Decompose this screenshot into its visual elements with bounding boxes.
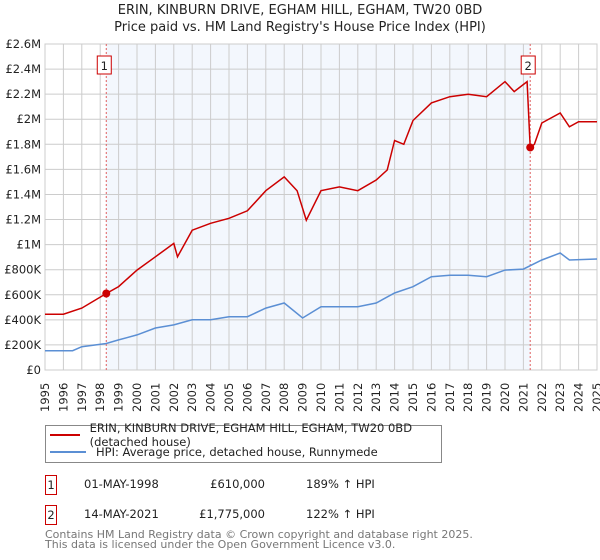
x-tick-label: 2010 [314, 383, 328, 412]
x-tick-label: 2006 [240, 383, 254, 412]
plot: 1995 1996 1997 1998 1999 2000 2001 2002 2003 2004… [4, 37, 600, 412]
x-tick-label: 2005 [222, 383, 236, 412]
property-price-line [44, 80, 597, 316]
y-tick-label: £1.8M [5, 137, 41, 151]
sale-point [526, 143, 535, 152]
legend-swatch-red [50, 434, 80, 436]
sale-label-box [520, 55, 536, 75]
sale-hpi: 122% ↑ HPI [306, 507, 375, 521]
legend-swatch-blue [50, 451, 86, 453]
y-tick-label: £1.6M [5, 162, 41, 176]
y-tick-label: £600K [4, 288, 41, 302]
x-tick-label: 2023 [553, 383, 567, 412]
x-tick-label: 1998 [93, 383, 107, 412]
x-tick-label: 2016 [424, 383, 438, 412]
x-tick-label: 2003 [185, 383, 199, 412]
y-tick-label: £0 [26, 363, 41, 377]
sale-badge: 2 [45, 505, 57, 525]
x-tick-label: 2009 [296, 383, 310, 412]
y-tick-label: £200K [4, 338, 41, 352]
x-tick-label: 1995 [38, 383, 52, 412]
x-tick-label: 2022 [535, 383, 549, 412]
y-tick-label: £2M [16, 112, 41, 126]
x-tick-label: 1996 [56, 383, 70, 412]
hpi-line [45, 252, 598, 352]
sale-date: 01-MAY-1998 [84, 477, 159, 491]
chart-subtitle: Price paid vs. HM Land Registry's House … [114, 20, 486, 35]
y-tick-label: £800K [4, 263, 41, 277]
y-tick-label: £1.4M [5, 187, 41, 201]
x-tick-label: 2015 [406, 383, 420, 412]
x-tick-label: 2011 [332, 383, 346, 412]
y-tick-label: £2.4M [5, 62, 41, 76]
sale-label: 1 [101, 59, 108, 73]
sale-hpi: 189% ↑ HPI [306, 477, 375, 491]
x-tick-label: 2000 [130, 383, 144, 412]
x-tick-label: 2021 [516, 383, 530, 412]
y-tick-label: £2.6M [5, 37, 41, 51]
footer-line: This data is licensed under the Open Gov… [45, 538, 396, 551]
sale-price: £1,775,000 [199, 507, 265, 521]
sale-point [102, 289, 111, 298]
footer: Contains HM Land Registry data © Crown c… [45, 528, 473, 551]
sale-date: 14-MAY-2021 [84, 507, 159, 521]
x-tick-label: 2017 [443, 383, 457, 412]
legend-item-property: ERIN, KINBURN DRIVE, EGHAM HILL, EGHAM, … [50, 421, 441, 449]
ownership-shading [106, 44, 531, 370]
x-tick-label: 2019 [480, 383, 494, 412]
y-tick-label: £400K [4, 313, 41, 327]
chart-title: ERIN, KINBURN DRIVE, EGHAM HILL, EGHAM, … [117, 3, 483, 18]
x-tick-label: 2004 [204, 383, 218, 412]
legend-item-hpi: HPI: Average price, detached house, Runn… [50, 444, 378, 460]
footer-line: Contains HM Land Registry data © Crown c… [45, 528, 473, 541]
sale-badge: 1 [45, 475, 57, 495]
x-tick-label: 2013 [369, 383, 383, 412]
x-tick-label: 2007 [259, 383, 273, 412]
x-tick-label: 2020 [498, 383, 512, 412]
sale-label-box [96, 55, 112, 75]
x-tick-label: 2025 [590, 383, 600, 412]
legend-label: HPI: Average price, detached house, Runn… [96, 445, 378, 459]
x-tick-label: 2001 [148, 383, 162, 412]
x-tick-label: 2008 [277, 383, 291, 412]
y-tick-label: £1.2M [5, 213, 41, 227]
x-tick-label: 1999 [112, 383, 126, 412]
x-tick-label: 2024 [572, 383, 586, 412]
y-tick-label: £2.2M [5, 87, 41, 101]
x-tick-label: 2002 [167, 383, 181, 412]
sale-price: £610,000 [210, 477, 265, 491]
sale-label: 2 [525, 59, 532, 73]
x-tick-label: 2012 [351, 383, 365, 412]
x-tick-label: 2018 [461, 383, 475, 412]
legend-label: ERIN, KINBURN DRIVE, EGHAM HILL, EGHAM, … [89, 421, 413, 449]
x-tick-label: 1997 [75, 383, 89, 412]
x-tick-label: 2014 [388, 383, 402, 412]
y-tick-label: £1M [16, 238, 41, 252]
legend: ERIN, KINBURN DRIVE, EGHAM HILL, EGHAM, … [45, 421, 442, 463]
